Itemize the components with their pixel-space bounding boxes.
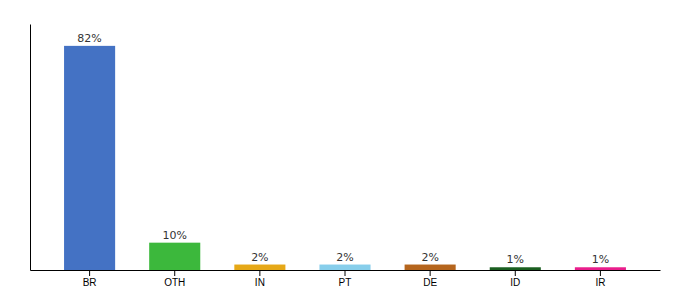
x-tick: BR — [83, 270, 97, 288]
x-tick: PT — [339, 270, 352, 288]
bar — [490, 267, 541, 270]
x-tick: DE — [423, 270, 437, 288]
x-tick-mark — [600, 270, 601, 276]
data-label: 2% — [251, 251, 268, 264]
bar — [575, 267, 626, 270]
x-tick: IR — [595, 270, 605, 288]
plot: BR OTH IN PT DE ID IR 82% 10% 2% 2% 2% 1% 1% — [31, 25, 661, 289]
x-tick-mark — [430, 270, 431, 276]
bar — [319, 265, 370, 270]
x-tick: ID — [510, 270, 520, 288]
x-tick: IN — [255, 270, 265, 288]
data-label: 82% — [77, 32, 101, 45]
x-tick-label: BR — [83, 277, 97, 288]
y-axis — [30, 25, 31, 271]
data-label: 1% — [507, 253, 524, 266]
x-tick-label: PT — [339, 277, 352, 288]
bar — [149, 243, 200, 270]
x-tick-mark — [174, 270, 175, 276]
x-tick-mark — [345, 270, 346, 276]
x-tick-mark — [515, 270, 516, 276]
chart: BR OTH IN PT DE ID IR 82% 10% 2% 2% 2% 1% 1% — [0, 0, 680, 300]
data-label: 10% — [163, 229, 187, 242]
x-tick-mark — [259, 270, 260, 276]
x-tick-mark — [89, 270, 90, 276]
bar — [64, 46, 115, 270]
data-label: 2% — [336, 251, 353, 264]
x-tick-label: OTH — [164, 277, 185, 288]
x-axis: BR OTH IN PT DE ID IR — [31, 270, 661, 288]
data-label: 1% — [592, 253, 609, 266]
data-labels: 82% 10% 2% 2% 2% 1% 1% — [77, 32, 609, 266]
x-tick-label: DE — [423, 277, 437, 288]
x-tick-label: IN — [255, 277, 265, 288]
data-label: 2% — [421, 251, 438, 264]
bars — [64, 46, 626, 270]
x-tick: OTH — [164, 270, 185, 288]
x-tick-label: IR — [595, 277, 605, 288]
x-tick-label: ID — [510, 277, 520, 288]
bar — [405, 265, 456, 270]
bar — [234, 265, 285, 270]
y-axis-line — [30, 25, 31, 271]
